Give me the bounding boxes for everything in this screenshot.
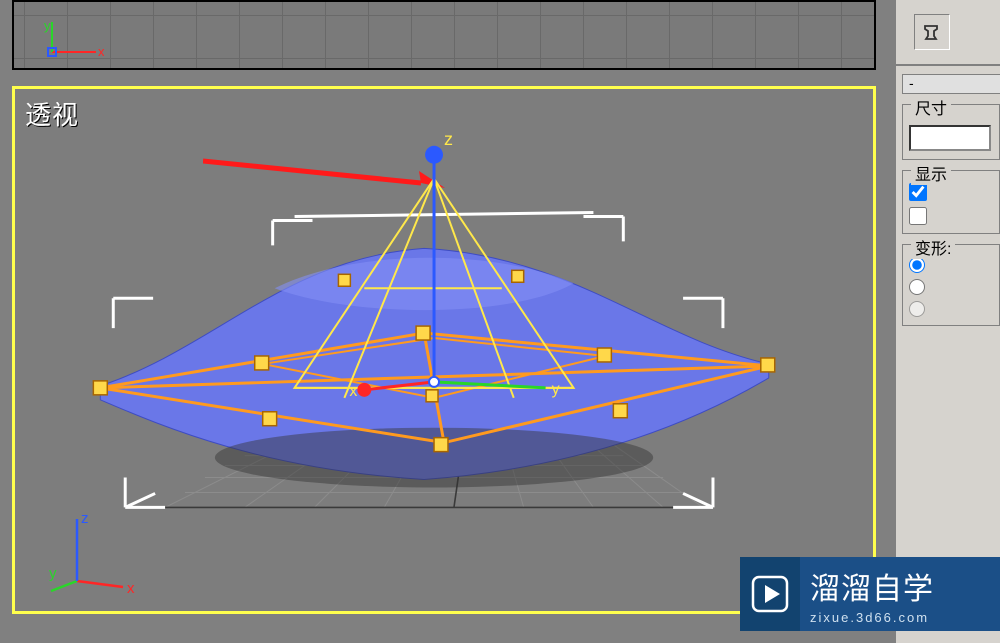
watermark-logo-icon bbox=[740, 557, 800, 631]
corner-z-label: z bbox=[81, 511, 89, 527]
display-checkbox-1[interactable] bbox=[909, 183, 995, 201]
center-axis: z x y bbox=[349, 129, 559, 400]
group-deform: 变形: bbox=[902, 244, 1000, 326]
corner-y-label: y bbox=[49, 565, 57, 582]
modifier-dropdown[interactable]: - bbox=[902, 74, 1000, 94]
bounding-box bbox=[113, 213, 723, 508]
viewport-top[interactable]: x y bbox=[12, 0, 876, 70]
dimension-input[interactable] bbox=[909, 125, 991, 151]
watermark-title: 溜溜自学 bbox=[810, 564, 1000, 608]
watermark-url: zixue.3d66.com bbox=[810, 610, 1000, 625]
radio-input[interactable] bbox=[909, 301, 925, 317]
group-title: 尺寸 bbox=[911, 95, 951, 119]
watermark: 溜溜自学 zixue.3d66.com bbox=[740, 557, 1000, 631]
viewport-label: 透视 bbox=[25, 95, 79, 132]
display-checkbox-2[interactable] bbox=[909, 207, 995, 225]
group-title: 显示 bbox=[911, 161, 951, 185]
deform-radio-3[interactable] bbox=[909, 301, 995, 317]
pin-button[interactable] bbox=[914, 14, 950, 50]
viewport-perspective[interactable]: 透视 bbox=[12, 86, 876, 614]
checkbox-input[interactable] bbox=[909, 207, 927, 225]
app-root: x y 透视 bbox=[0, 0, 1000, 643]
viewport-grid bbox=[14, 2, 874, 68]
side-panel: - 尺寸 显示 变形: bbox=[894, 0, 1000, 643]
deform-radio-1[interactable] bbox=[909, 257, 995, 273]
floor-grid-major bbox=[165, 438, 703, 508]
group-display: 显示 bbox=[902, 170, 1000, 234]
corner-x-label: x bbox=[127, 580, 135, 597]
axis-x-label: x bbox=[349, 383, 357, 400]
pyramid-wire bbox=[295, 179, 574, 398]
group-title: 变形: bbox=[911, 235, 955, 259]
ffd-points bbox=[93, 270, 774, 451]
group-dimensions: 尺寸 bbox=[902, 104, 1000, 160]
floor-grid bbox=[165, 438, 703, 508]
radio-input[interactable] bbox=[909, 279, 925, 295]
checkbox-input[interactable] bbox=[909, 183, 927, 201]
axis-z-label: z bbox=[444, 129, 453, 149]
deform-radio-2[interactable] bbox=[909, 279, 995, 295]
panel-button-row bbox=[896, 0, 1000, 66]
corner-axis-icon: x y z bbox=[49, 511, 159, 601]
axis-y-label: y bbox=[552, 381, 560, 398]
ffd-lattice bbox=[100, 333, 768, 443]
radio-input[interactable] bbox=[909, 257, 925, 273]
annotation-arrow-icon bbox=[203, 155, 453, 191]
pin-icon bbox=[921, 22, 943, 42]
cloth-mesh bbox=[100, 248, 768, 487]
